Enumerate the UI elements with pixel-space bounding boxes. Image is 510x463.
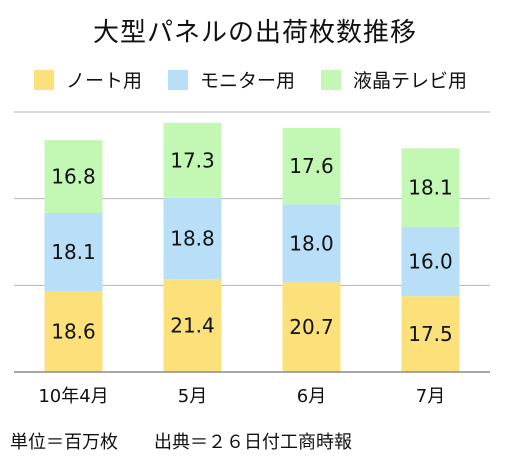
legend-swatch-tv — [321, 69, 342, 90]
data-label: 21.4 — [170, 314, 215, 338]
legend-swatch-monitor — [168, 69, 189, 90]
footer: 単位＝百万枚 出典＝２６日付工商時報 — [10, 428, 352, 454]
legend-swatch-notebook — [34, 69, 54, 90]
data-label: 18.8 — [170, 227, 215, 251]
data-label: 17.5 — [408, 322, 453, 346]
bar-segment — [401, 148, 460, 227]
data-label: 20.7 — [289, 315, 334, 339]
bar-segment — [44, 291, 103, 372]
bar-segment — [163, 197, 222, 280]
legend-label-tv: 液晶テレビ用 — [353, 70, 468, 92]
category-label: 10年4月 — [38, 386, 108, 407]
category-label: 7月 — [416, 386, 445, 407]
legend-item-monitor: モニター用 — [168, 66, 295, 93]
bar-segment — [44, 212, 103, 292]
legend-item-notebook: ノート用 — [34, 66, 142, 93]
chart-title: 大型パネルの出荷枚数推移 — [92, 18, 417, 48]
data-label: 17.6 — [289, 154, 334, 178]
bar-segment — [282, 282, 341, 372]
data-label: 17.3 — [170, 148, 215, 172]
unit-note: 単位＝百万枚 — [10, 432, 118, 453]
legend: ノート用 モニター用 液晶テレビ用 — [34, 66, 493, 93]
legend-label-monitor: モニター用 — [200, 70, 296, 92]
bar-segment — [163, 279, 222, 372]
data-label: 18.0 — [289, 231, 334, 255]
legend-label-notebook: ノート用 — [66, 70, 143, 92]
category-label: 5月 — [178, 386, 207, 407]
category-label: 6月 — [297, 386, 326, 407]
bar-segment — [44, 140, 103, 213]
bar-segment — [401, 296, 460, 372]
data-label: 16.0 — [408, 250, 453, 274]
data-label: 18.1 — [51, 240, 96, 264]
bar-segment — [282, 204, 341, 283]
legend-item-tv: 液晶テレビ用 — [321, 66, 467, 93]
data-label: 16.8 — [51, 165, 96, 189]
data-label: 18.1 — [408, 176, 453, 200]
bar-segment — [163, 122, 222, 198]
bar-segment — [282, 128, 341, 205]
source-note: 出典＝２６日付工商時報 — [154, 432, 352, 453]
bar-segment — [401, 226, 460, 297]
data-label: 18.6 — [51, 320, 96, 344]
